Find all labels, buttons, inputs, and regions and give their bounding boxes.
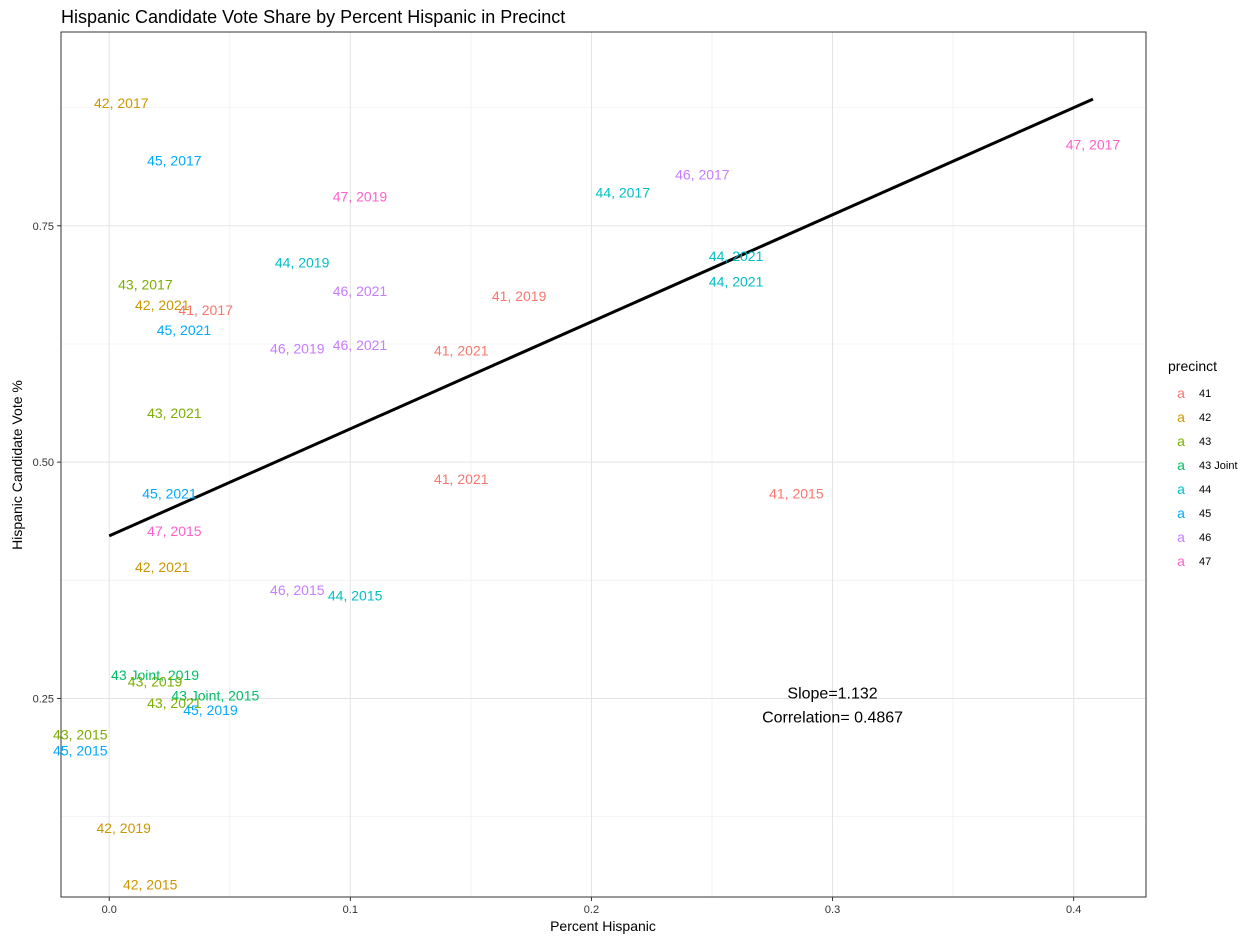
legend-title: precinct — [1168, 358, 1217, 374]
point-label: 42, 2015 — [123, 877, 178, 893]
slope-annotation: Slope=1.132 — [787, 686, 877, 703]
legend-key: a — [1177, 433, 1185, 449]
regression-line — [108, 97, 1094, 538]
point-label: 41, 2021 — [434, 471, 489, 487]
point-label: 45, 2017 — [147, 153, 202, 169]
point-label: 46, 2017 — [675, 167, 730, 183]
point-label: 46, 2021 — [333, 283, 388, 299]
legend-key: a — [1177, 385, 1185, 401]
legend-key: a — [1177, 409, 1185, 425]
point-label: 44, 2019 — [275, 255, 330, 271]
correlation-annotation: Correlation= 0.4867 — [762, 709, 903, 726]
legend-label: 47 — [1199, 556, 1211, 568]
point-label: 41, 2017 — [178, 302, 233, 318]
point-label: 44, 2017 — [596, 185, 651, 201]
point-label: 41, 2021 — [434, 343, 489, 359]
point-label: 42, 2019 — [96, 820, 151, 836]
y-tick-label: 0.25 — [33, 693, 54, 705]
legend-key: a — [1177, 481, 1185, 497]
point-label: 43 Joint, 2015 — [171, 688, 259, 704]
point-label: 45, 2021 — [142, 485, 197, 501]
point-label: 43, 2021 — [147, 405, 202, 421]
legend-label: 44 — [1199, 484, 1211, 496]
legend-label: 45 — [1199, 508, 1211, 520]
point-label: 46, 2021 — [333, 337, 388, 353]
point-label: 42, 2021 — [135, 297, 190, 313]
x-tick-label: 0.0 — [102, 904, 117, 916]
legend-key: a — [1177, 553, 1185, 569]
legend-label: 43 Joint — [1199, 460, 1238, 472]
point-label: 45, 2015 — [53, 742, 108, 758]
chart-title: Hispanic Candidate Vote Share by Percent… — [61, 7, 565, 27]
x-tick-label: 0.3 — [825, 904, 840, 916]
point-label: 43, 2021 — [147, 695, 202, 711]
x-tick-label: 0.2 — [584, 904, 599, 916]
point-labels: 42, 2017 45, 2017 47, 2019 44, 2017 46, 2017… — [53, 95, 1120, 893]
point-label: 41, 2019 — [492, 288, 547, 304]
point-label: 44, 2021 — [709, 248, 764, 264]
point-label: 47, 2015 — [147, 523, 202, 539]
point-label: 45, 2021 — [157, 322, 212, 338]
y-tick-label: 0.50 — [33, 457, 54, 469]
legend-key: a — [1177, 529, 1185, 545]
point-label: 44, 2015 — [328, 587, 383, 603]
x-tick-label: 0.1 — [343, 904, 358, 916]
point-label: 43, 2017 — [118, 276, 173, 292]
point-label: 43, 2015 — [53, 726, 108, 742]
legend-key: a — [1177, 505, 1185, 521]
gridlines — [61, 32, 1146, 897]
point-label: 46, 2015 — [270, 582, 325, 598]
point-label: 47, 2017 — [1066, 136, 1121, 152]
point-label: 44, 2021 — [709, 274, 764, 290]
legend-label: 41 — [1199, 388, 1211, 400]
x-axis: 0.0 0.1 0.2 0.3 0.4 — [102, 897, 1081, 916]
legend-key: a — [1177, 457, 1185, 473]
x-axis-title: Percent Hispanic — [550, 918, 656, 934]
point-label: 41, 2015 — [769, 485, 824, 501]
legend: precinct a 41 a 42 a 43 a 43 Joint a 44 a 45 a 46 a 47 — [1168, 358, 1238, 569]
point-label: 43, 2019 — [128, 673, 183, 689]
point-label: 47, 2019 — [333, 188, 388, 204]
point-label: 46, 2019 — [270, 341, 325, 357]
y-tick-label: 0.75 — [33, 221, 54, 233]
y-axis: 0.25 0.50 0.75 — [33, 221, 61, 705]
legend-label: 43 — [1199, 436, 1211, 448]
point-label: 42, 2021 — [135, 559, 190, 575]
legend-label: 42 — [1199, 412, 1211, 424]
point-label: 42, 2017 — [94, 95, 149, 111]
point-label: 43 Joint, 2019 — [111, 667, 199, 683]
point-label: 45, 2019 — [183, 702, 238, 718]
plot-panel-border — [60, 31, 1147, 898]
y-axis-title: Hispanic Candidate Vote % — [9, 380, 25, 550]
x-tick-label: 0.4 — [1066, 904, 1081, 916]
legend-label: 46 — [1199, 532, 1211, 544]
